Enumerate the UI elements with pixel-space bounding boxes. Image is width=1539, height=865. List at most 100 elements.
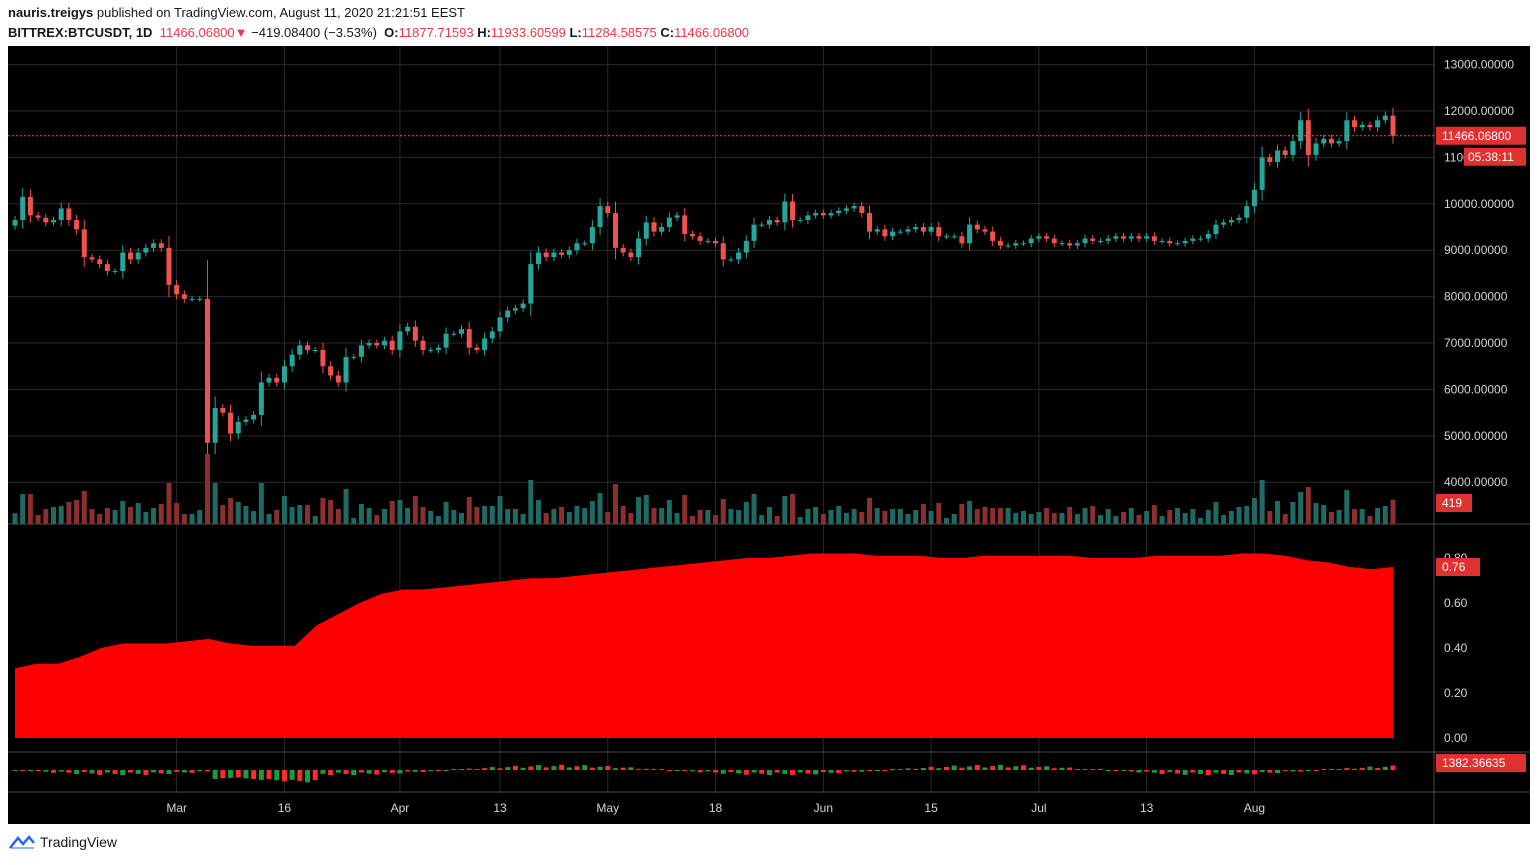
macd-bar [289, 770, 295, 780]
volume-bar [320, 498, 326, 524]
volume-bar [151, 508, 157, 524]
macd-bar [528, 766, 534, 770]
y-tick-label: 10000.00000 [1444, 197, 1514, 211]
macd-bar [1375, 768, 1381, 770]
candle-body [890, 231, 896, 237]
macd-bar [851, 770, 857, 772]
candle-body [43, 217, 49, 223]
volume-bar [397, 500, 403, 524]
candle-body [328, 366, 334, 376]
candle-body [397, 331, 403, 350]
macd-bar [20, 770, 26, 771]
macd-bar [636, 768, 642, 770]
open-label: O: [384, 25, 399, 40]
candle-body [682, 215, 688, 234]
volume-bar [158, 504, 164, 524]
volume-bar [936, 503, 942, 524]
candle-body [951, 236, 957, 238]
candle-body [405, 326, 411, 332]
candle-body [1074, 243, 1080, 246]
volume-bar [50, 507, 56, 524]
volume-bar [959, 504, 965, 524]
candle-body [335, 375, 341, 383]
tradingview-logo[interactable]: TradingView [8, 834, 117, 850]
macd-bar [820, 770, 826, 773]
candle-body [628, 252, 634, 258]
macd-bar [974, 764, 980, 770]
volume-bar [351, 518, 357, 524]
candle-body [1190, 238, 1196, 241]
candle-body [1090, 238, 1096, 241]
candle-body [535, 252, 541, 265]
candle-body [235, 421, 241, 434]
macd-bar [1097, 769, 1103, 770]
candle-body [1359, 124, 1365, 128]
volume-bar [728, 509, 734, 524]
candle-body [974, 224, 980, 230]
macd-bar [867, 770, 873, 771]
candle-body [1305, 120, 1311, 156]
macd-bar [505, 767, 511, 770]
volume-bar [913, 510, 919, 524]
y-tick-label: 8000.00000 [1444, 290, 1508, 304]
macd-bar [1298, 770, 1304, 772]
volume-bar [1228, 511, 1234, 524]
macd-bar [897, 769, 903, 770]
candle-body [474, 347, 480, 350]
candle-body [1159, 240, 1165, 242]
volume-bar [1198, 518, 1204, 524]
macd-bar [828, 770, 834, 773]
volume-bar [1028, 514, 1034, 524]
macd-bar [574, 766, 580, 770]
macd-bar [597, 766, 603, 770]
volume-bar [813, 507, 819, 524]
volume-bar [751, 494, 757, 524]
candle-body [1151, 236, 1157, 241]
volume-bar [474, 507, 480, 524]
macd-bar [628, 767, 634, 770]
volume-bar [1213, 502, 1219, 524]
candle-body [266, 377, 272, 383]
low-value: 11284.58575 [581, 25, 657, 40]
macd-bar [428, 770, 434, 771]
volume-bar [997, 508, 1003, 524]
macd-bar [420, 770, 426, 772]
volume-bar [643, 495, 649, 524]
candle-body [620, 247, 626, 253]
macd-bar [967, 766, 973, 770]
volume-bar [420, 507, 426, 524]
volume-bar [697, 510, 703, 524]
macd-bar [443, 770, 449, 771]
candle-body [574, 243, 580, 251]
volume-bar [412, 496, 418, 524]
macd-bar [1290, 770, 1296, 772]
candle-body [982, 229, 988, 232]
macd-bar [1136, 770, 1142, 773]
candle-body [1028, 238, 1034, 244]
volume-bar [790, 494, 796, 524]
candle-body [158, 243, 164, 248]
volume-bar [897, 509, 903, 524]
volume-bar [1051, 513, 1057, 524]
volume-bar [220, 505, 226, 524]
volume-bar [12, 513, 18, 524]
open-value: 11877.71593 [398, 25, 474, 40]
candle-body [374, 343, 380, 346]
macd-bar [1336, 768, 1342, 770]
macd-bar [1251, 770, 1257, 775]
volume-bar [366, 508, 372, 524]
candle-body [1244, 206, 1250, 218]
price-chart[interactable]: 13000.0000012000.0000011000.0000010000.0… [8, 46, 1530, 824]
macd-bar [782, 770, 788, 774]
author-name[interactable]: nauris.treigys [8, 5, 94, 20]
candle-body [605, 206, 611, 214]
macd-bar [890, 769, 896, 770]
macd-bar [1144, 770, 1150, 772]
volume-bar [920, 504, 926, 524]
candle-body [543, 252, 549, 258]
macd-bar [497, 768, 503, 770]
publish-line: nauris.treigys published on TradingView.… [8, 5, 465, 20]
volume-bar [243, 506, 249, 524]
volume-bar [682, 495, 688, 524]
volume-bar [597, 493, 603, 524]
